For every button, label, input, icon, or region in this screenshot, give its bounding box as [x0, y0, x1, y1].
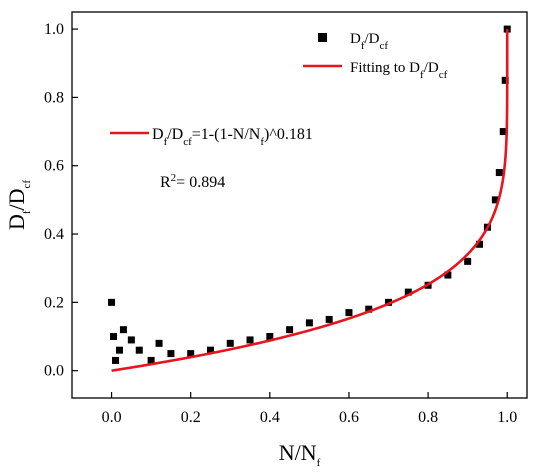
data-point	[404, 288, 412, 296]
axis-ticks: 0.0 0.2 0.4 0.6 0.8 1.0 0.0 0.2 0.4 0.6 0.8 1.0	[44, 21, 517, 426]
fit-annotations: Df/Dcf=1-(1-N/Nf)^0.181 R2= 0.894	[110, 126, 313, 191]
data-point	[495, 169, 503, 177]
data-point	[246, 336, 254, 344]
data-point	[464, 257, 472, 265]
fit-equation: Df/Dcf=1-(1-N/Nf)^0.181	[152, 126, 313, 148]
data-point	[108, 298, 116, 306]
x-axis-title: N/Nf	[279, 440, 321, 469]
data-point	[365, 305, 373, 313]
data-point	[266, 333, 274, 341]
y-tick-label: 1.0	[44, 21, 64, 38]
x-tick-label: 0.2	[181, 409, 201, 426]
data-point	[444, 271, 452, 279]
data-point	[226, 339, 234, 347]
y-tick-label: 0.8	[44, 89, 64, 106]
data-point	[127, 336, 135, 344]
data-point	[476, 240, 484, 248]
x-tick-label: 0.4	[260, 409, 280, 426]
data-point	[135, 346, 143, 354]
data-point	[167, 350, 175, 358]
data-point	[503, 25, 511, 33]
data-point	[491, 196, 499, 204]
y-tick-label: 0.4	[44, 226, 64, 243]
legend-label-fit: Fitting to Df/Dcf	[350, 60, 448, 81]
data-point	[345, 309, 353, 317]
legend-label-scatter: Df/Dcf	[350, 31, 388, 52]
x-tick-label: 0.0	[102, 409, 122, 426]
r-squared-annotation: R2= 0.894	[160, 172, 225, 191]
data-point	[187, 350, 195, 358]
data-point	[119, 326, 127, 334]
y-tick-label: 0.2	[44, 294, 64, 311]
y-tick-label: 0.6	[44, 158, 64, 175]
x-tick-label: 1.0	[497, 409, 517, 426]
data-point	[385, 298, 393, 306]
fit-curve-line	[111, 29, 509, 372]
scatter-series	[108, 25, 511, 364]
x-tick-label: 0.6	[339, 409, 359, 426]
x-tick-label: 0.8	[418, 409, 438, 426]
data-point	[286, 326, 294, 334]
data-point	[155, 339, 163, 347]
data-point	[206, 346, 214, 354]
data-point	[499, 128, 507, 136]
plot-area-frame	[71, 11, 528, 399]
data-point	[115, 346, 123, 354]
data-point	[147, 356, 155, 364]
data-point	[110, 333, 118, 341]
data-point	[325, 315, 333, 323]
data-point	[112, 356, 120, 364]
y-tick-label: 0.0	[44, 363, 64, 380]
y-axis-title: Df/Dcf	[4, 180, 33, 230]
data-point	[501, 76, 509, 84]
data-point	[305, 319, 313, 327]
legend-marker-scatter	[318, 33, 327, 42]
legend: Df/Dcf Fitting to Df/Dcf	[303, 31, 448, 81]
